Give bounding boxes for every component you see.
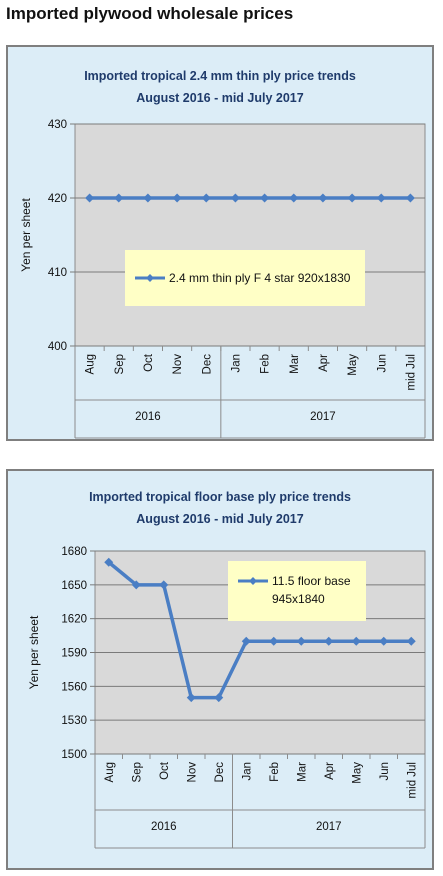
- thin-ply-x-tick-label: Mar: [289, 354, 301, 374]
- page-title: Imported plywood wholesale prices: [6, 4, 294, 23]
- floor-base-y-tick-label: 1680: [61, 546, 87, 558]
- thin-ply-year-label: 2017: [310, 411, 336, 423]
- thin-ply-x-tick-label: Aug: [85, 354, 97, 374]
- floor-base-y-tick-label: 1650: [61, 580, 87, 592]
- floor-base-data-point: [241, 636, 251, 646]
- thin-ply-data-point: [347, 193, 357, 203]
- thin-ply-data-point: [260, 193, 270, 203]
- floor-base-x-tick-label: Feb: [269, 762, 281, 782]
- floor-base-data-point: [104, 557, 114, 567]
- floor-base-x-tick-label: May: [351, 762, 363, 784]
- thin-ply-data-point: [172, 193, 182, 203]
- floor-base-data-point: [324, 636, 334, 646]
- thin-ply-year-label: 2016: [135, 411, 161, 423]
- thin-ply-x-tick-label: Jan: [230, 354, 242, 373]
- thin-ply-x-tick-label: Dec: [201, 354, 213, 375]
- floor-base-x-tick-label: Sep: [131, 762, 143, 782]
- floor-base-data-point: [269, 636, 279, 646]
- floor-base-chart-title: Imported tropical floor base ply price t…: [89, 490, 351, 504]
- floor-base-data-point: [214, 693, 224, 703]
- thin-ply-y-axis-label: Yen per sheet: [19, 198, 33, 272]
- floor-base-chart-subtitle: August 2016 - mid July 2017: [136, 512, 303, 526]
- floor-base-y-tick-label: 1620: [61, 614, 87, 626]
- floor-base-x-tick-label: Jan: [241, 762, 253, 781]
- thin-ply-x-tick-label: mid Jul: [405, 354, 417, 390]
- floor-base-x-tick-label: Apr: [324, 762, 336, 780]
- floor-base-y-axis-label: Yen per sheet: [27, 615, 41, 689]
- thin-ply-data-point: [114, 193, 124, 203]
- thin-ply-y-tick-label: 430: [48, 119, 67, 131]
- floor-base-x-tick-label: Jun: [379, 762, 391, 781]
- floor-base-data-point: [379, 636, 389, 646]
- thin-ply-plot-area: [74, 123, 426, 347]
- floor-base-data-point: [131, 580, 141, 590]
- thin-ply-data-point: [318, 193, 328, 203]
- thin-ply-legend-marker: [146, 274, 154, 282]
- floor-base-legend-label: 11.5 floor base 945x1840: [272, 574, 351, 606]
- floor-base-x-tick-label: Mar: [296, 762, 308, 782]
- thin-ply-chart-title: Imported tropical 2.4 mm thin ply price …: [84, 69, 356, 83]
- floor-base-legend-box: [228, 561, 366, 621]
- floor-base-x-tick-label: Oct: [159, 761, 171, 780]
- thin-ply-data-point: [85, 193, 95, 203]
- floor-base-x-tick-label: Nov: [186, 762, 198, 783]
- thin-ply-chart-svg: Imported tropical 2.4 mm thin ply price …: [19, 69, 426, 439]
- thin-ply-chart: Imported tropical 2.4 mm thin ply price …: [6, 45, 434, 441]
- thin-ply-x-tick-label: Oct: [143, 353, 155, 372]
- floor-base-y-tick-label: 1530: [61, 715, 87, 727]
- floor-base-data-point: [351, 636, 361, 646]
- thin-ply-data-point: [201, 193, 211, 203]
- floor-base-series-line: [107, 560, 412, 700]
- floor-base-legend-marker: [249, 577, 257, 585]
- thin-ply-chart-subtitle: August 2016 - mid July 2017: [136, 91, 303, 105]
- thin-ply-data-point: [230, 193, 240, 203]
- thin-ply-x-tick-label: May: [347, 354, 359, 376]
- thin-ply-data-point: [405, 193, 415, 203]
- thin-ply-y-tick-label: 400: [48, 341, 67, 353]
- thin-ply-data-point: [143, 193, 153, 203]
- thin-ply-x-tick-label: Jun: [376, 354, 388, 373]
- floor-base-data-point: [406, 636, 416, 646]
- thin-ply-x-tick-label: Nov: [172, 354, 184, 375]
- floor-base-y-tick-label: 1500: [61, 749, 87, 761]
- floor-base-x-tick-label: Aug: [104, 762, 116, 782]
- thin-ply-x-tick-label: Sep: [114, 354, 126, 374]
- floor-base-chart: Imported tropical floor base ply price t…: [6, 469, 434, 870]
- floor-base-y-tick-label: 1590: [61, 648, 87, 660]
- floor-base-year-label: 2017: [316, 821, 342, 833]
- floor-base-y-tick-label: 1560: [61, 681, 87, 693]
- thin-ply-data-point: [376, 193, 386, 203]
- thin-ply-y-tick-label: 410: [48, 267, 67, 279]
- thin-ply-data-point: [289, 193, 299, 203]
- floor-base-x-tick-label: Dec: [214, 762, 226, 783]
- thin-ply-legend-label: 2.4 mm thin ply F 4 star 920x1830: [169, 271, 351, 285]
- thin-ply-x-tick-label: Apr: [318, 354, 330, 372]
- floor-base-data-point: [159, 580, 169, 590]
- floor-base-data-point: [186, 693, 196, 703]
- floor-base-chart-svg: Imported tropical floor base ply price t…: [27, 490, 426, 849]
- floor-base-data-point: [296, 636, 306, 646]
- floor-base-x-tick-label: mid Jul: [406, 762, 418, 798]
- thin-ply-y-tick-label: 420: [48, 193, 67, 205]
- floor-base-year-label: 2016: [151, 821, 177, 833]
- thin-ply-x-tick-label: Feb: [260, 354, 272, 374]
